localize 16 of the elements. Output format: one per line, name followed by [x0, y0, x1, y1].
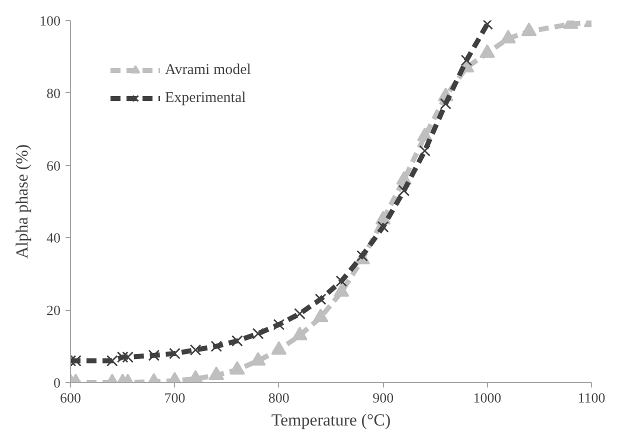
y-tick-label: 40	[46, 232, 60, 247]
x-tick-label: 700	[164, 392, 186, 406]
x-tick-label: 1100	[578, 392, 606, 406]
x-tick-label: 900	[372, 392, 394, 406]
y-tick-label: 0	[54, 376, 60, 392]
x-tick-label: 1000	[473, 392, 502, 406]
y-tick-label: 80	[46, 86, 60, 102]
y-tick-label: 60	[46, 159, 60, 174]
x-tick-label: 600	[60, 392, 81, 406]
x-tick-label: 800	[268, 392, 290, 406]
x-axis-title: Temperature (°C)	[271, 410, 391, 430]
y-tick-label: 100	[40, 14, 60, 30]
legend-label: Avrami model	[165, 62, 251, 78]
y-tick-label: 20	[46, 304, 60, 320]
legend-label: Experimental	[165, 90, 246, 106]
y-axis-title: Alpha phase (%)	[12, 144, 32, 259]
